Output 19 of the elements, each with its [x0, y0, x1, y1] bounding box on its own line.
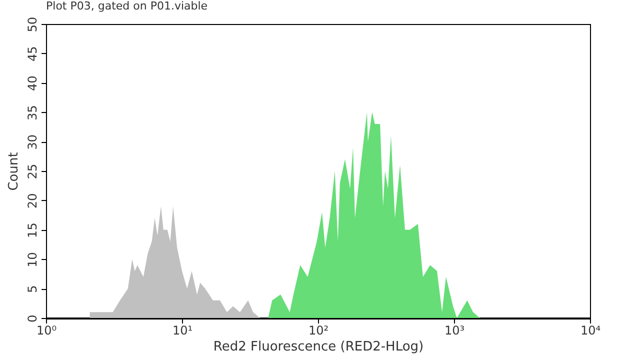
y-tick-label: 5 — [26, 285, 40, 293]
x-axis-title: Red2 Fluorescence (RED2-HLog) — [213, 340, 424, 354]
y-tick-label: 10 — [26, 252, 40, 268]
x-tick-label: 10² — [308, 324, 329, 338]
y-tick-label: 30 — [26, 134, 40, 150]
y-tick-label: 35 — [26, 105, 40, 120]
y-tick-label: 45 — [26, 46, 40, 62]
y-tick-label: 15 — [26, 222, 40, 238]
y-tick-label: 0 — [26, 314, 40, 322]
x-tick-label: 10³ — [444, 324, 465, 338]
x-tick-label: 10¹ — [172, 324, 193, 338]
x-tick-label: 10⁴ — [580, 324, 601, 338]
y-tick-label: 50 — [26, 16, 40, 32]
x-tick-label: 10⁰ — [36, 324, 57, 338]
y-tick-label: 40 — [26, 76, 40, 91]
y-tick-label: 25 — [26, 164, 40, 180]
chart-title: Plot P03, gated on P01.viable — [46, 0, 208, 12]
y-tick-label: 20 — [26, 193, 40, 209]
y-axis-title: Count — [6, 152, 22, 191]
